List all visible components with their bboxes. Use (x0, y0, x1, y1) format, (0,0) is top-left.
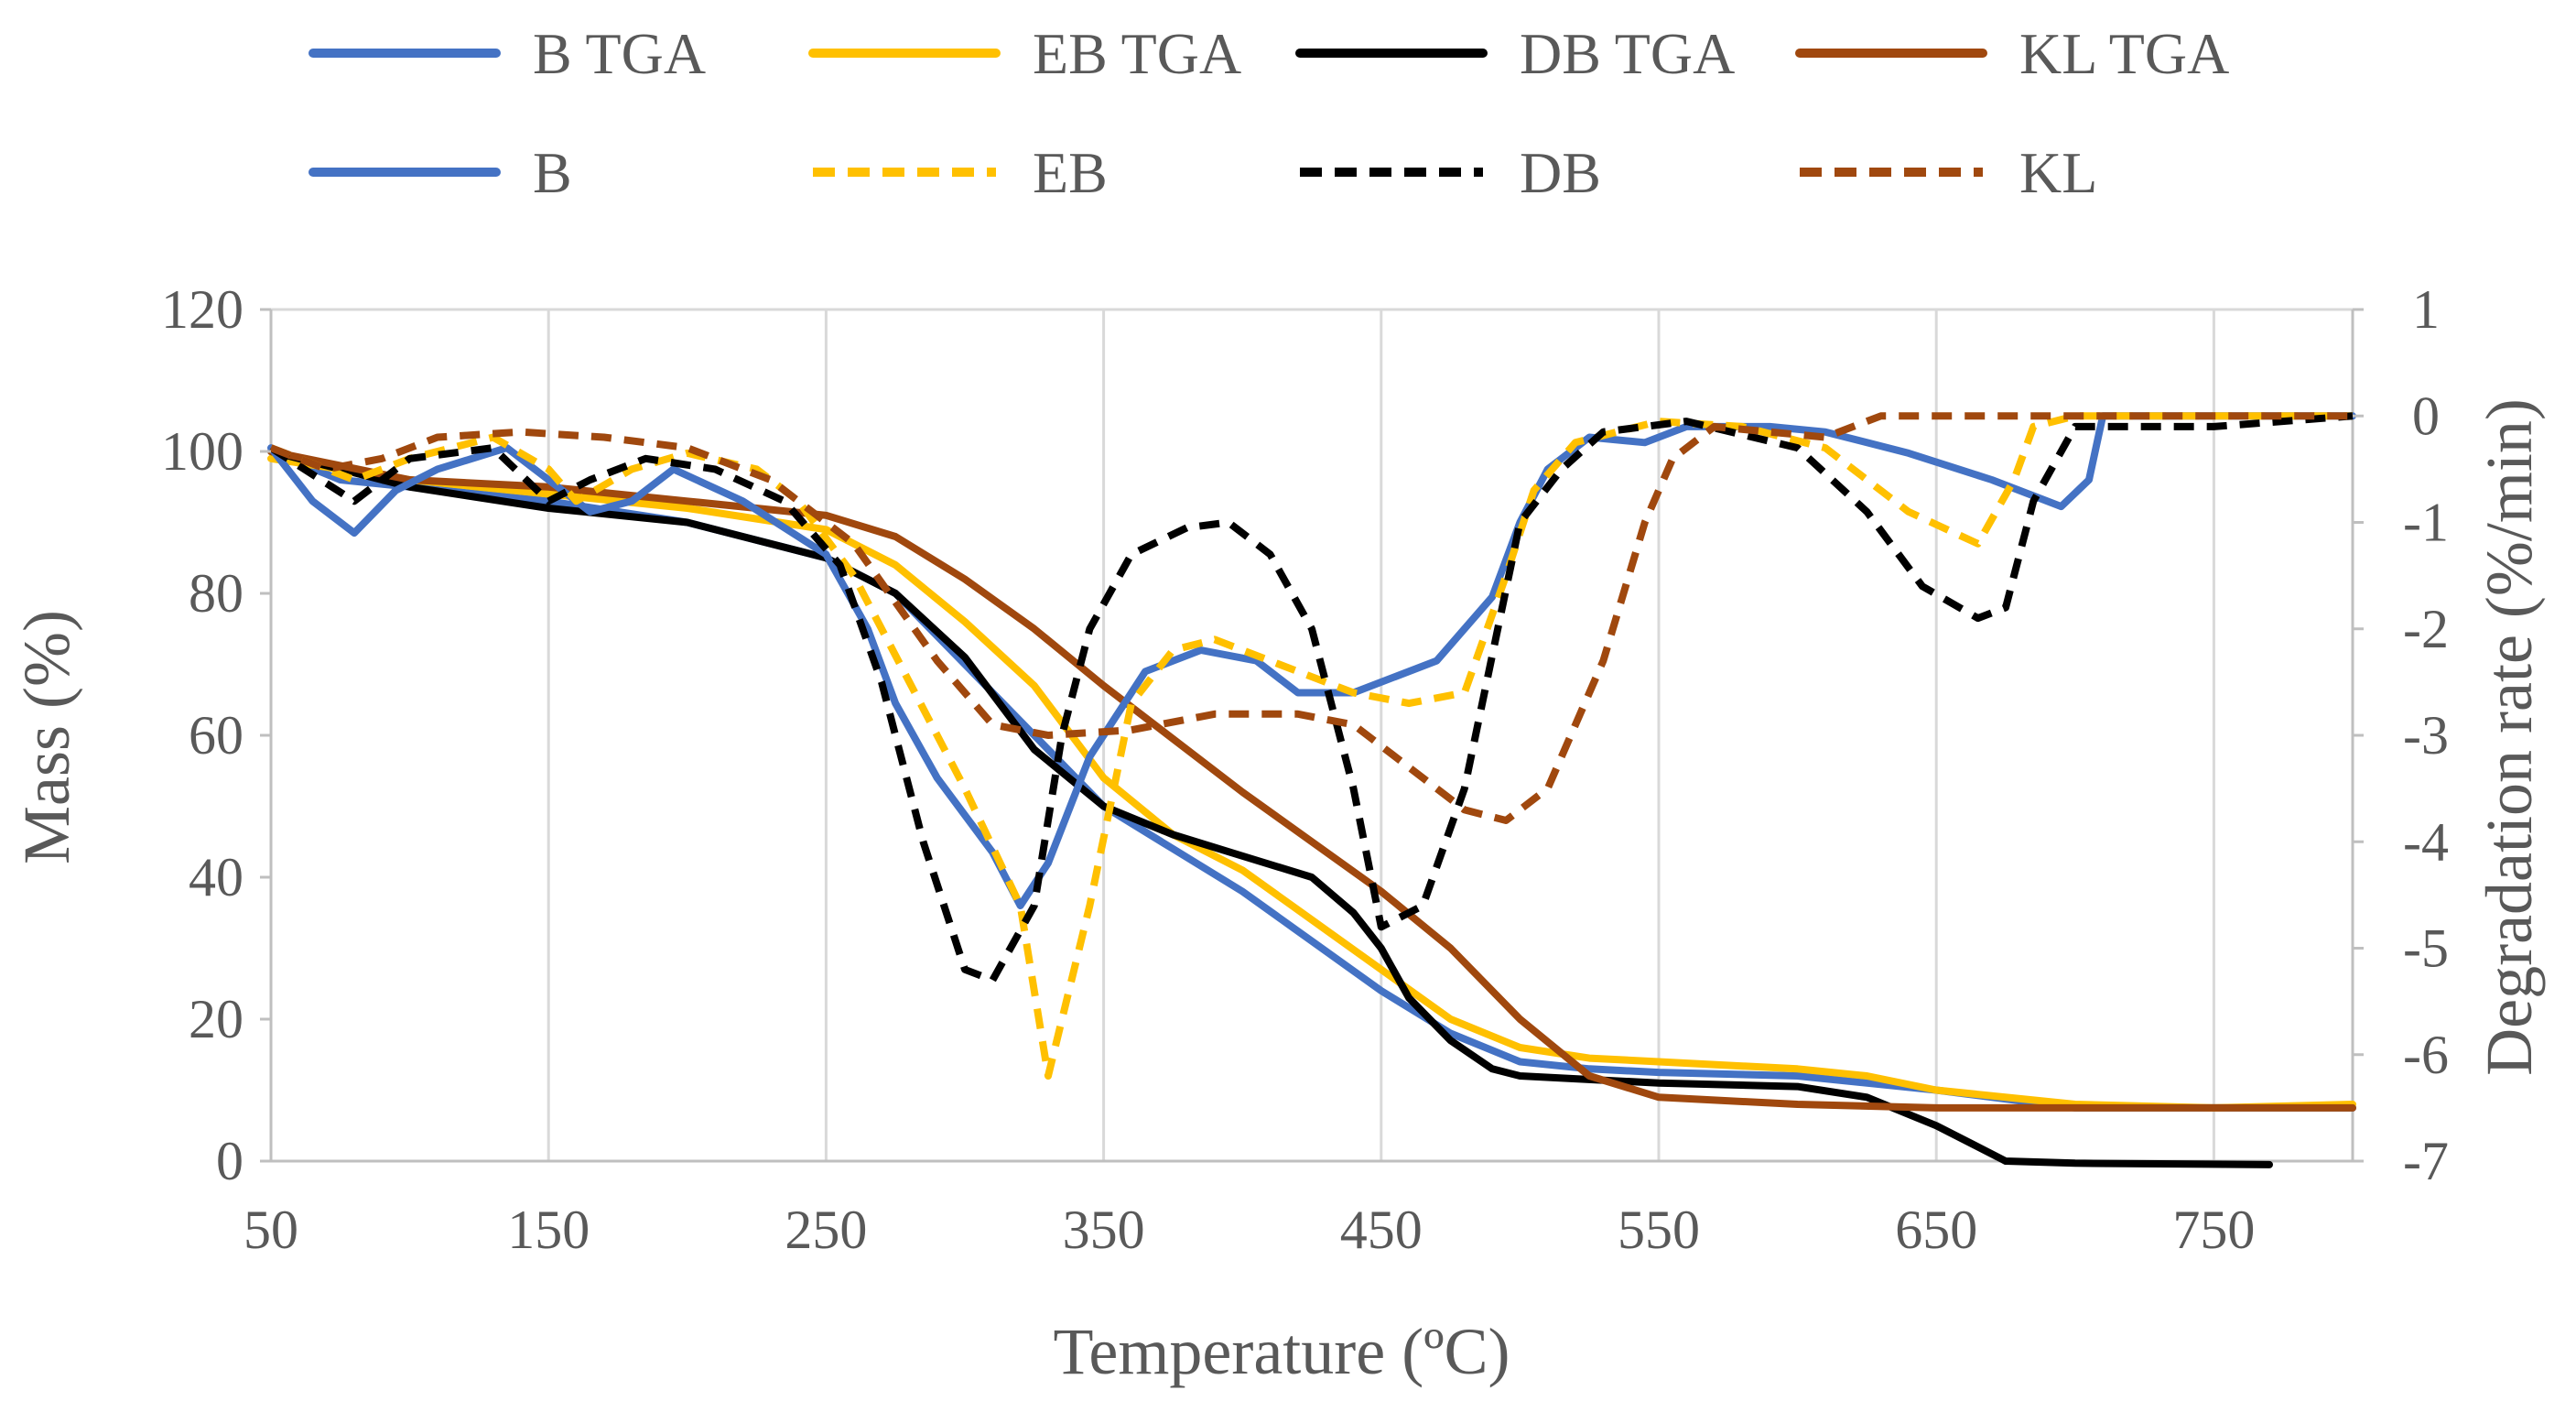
x-tick-label-4: 450 (1340, 1200, 1423, 1260)
y-right-tick-label-1: -6 (2403, 1025, 2449, 1085)
y-right-tick-label-8: 1 (2412, 279, 2440, 340)
y-right-axis-title: Degradation rate (%/min) (2473, 398, 2546, 1076)
y-right-tick-label-4: -3 (2403, 705, 2449, 766)
x-tick-label-2: 250 (785, 1200, 867, 1260)
x-axis-ticks: 50 150 250 350 450 550 650 750 (244, 1200, 2255, 1260)
series-line-eb (269, 412, 2353, 1080)
series-layer (267, 412, 2356, 1168)
y-left-tick-label-4: 80 (189, 563, 244, 624)
y-right-tick-label-6: -1 (2403, 493, 2449, 553)
legend-label-db-tga: DB TGA (1520, 21, 1735, 86)
x-tick-label-7: 750 (2172, 1200, 2255, 1260)
y-left-tick-label-2: 40 (189, 847, 244, 907)
y-left-axis-title: Mass (%) (10, 610, 83, 864)
legend-label-b-tga: B TGA (533, 21, 706, 86)
vertical-gridlines (269, 310, 2215, 1161)
series-line-kl (269, 412, 2353, 824)
x-tick-label-1: 150 (507, 1200, 590, 1260)
series-line-db (268, 412, 2354, 984)
legend-label-eb-tga: EB TGA (1033, 21, 1241, 86)
y-right-tick-label-3: -4 (2403, 811, 2449, 872)
x-tick-label-6: 650 (1895, 1200, 1977, 1260)
y-left-tick-label-5: 100 (161, 421, 244, 482)
series-line-b-tga (267, 448, 2356, 1112)
legend-label-kl-tga: KL TGA (2019, 21, 2229, 86)
y-right-tick-label-2: -5 (2403, 918, 2449, 979)
legend-label-eb: EB (1033, 140, 1108, 205)
y-left-tick-label-3: 60 (189, 705, 244, 766)
x-tick-label-3: 350 (1063, 1200, 1145, 1260)
legend: B TGA EB TGA DB TGA KL TGA B EB DB KL (308, 21, 2229, 205)
series-line-kl-tga (267, 448, 2356, 1112)
series-line-eb-tga (267, 454, 2356, 1112)
legend-label-db: DB (1520, 140, 1601, 205)
y-right-tick-label-7: 0 (2412, 386, 2440, 446)
y-left-axis-ticks: 0 20 40 60 80 100 120 (161, 279, 271, 1191)
y-left-tick-label-0: 0 (216, 1131, 244, 1191)
x-tick-label-0: 50 (244, 1200, 298, 1260)
y-left-tick-label-1: 20 (189, 989, 244, 1049)
y-right-axis-ticks: -7 -6 -5 -4 -3 -2 -1 0 1 (2353, 279, 2449, 1191)
y-right-tick-label-0: -7 (2403, 1131, 2449, 1191)
legend-label-b: B (533, 140, 572, 205)
x-axis-title: Temperature (ºC) (1053, 1315, 1510, 1388)
plot-frame (269, 308, 2354, 1163)
x-tick-label-5: 550 (1618, 1200, 1700, 1260)
y-right-tick-label-5: -2 (2403, 599, 2449, 659)
y-left-tick-label-6: 120 (161, 279, 244, 340)
legend-label-kl: KL (2019, 140, 2097, 205)
